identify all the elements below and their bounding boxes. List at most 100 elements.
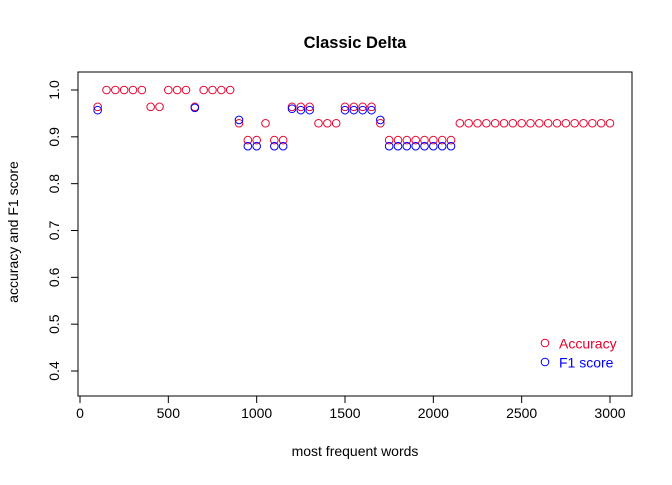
- accuracy-point: [340, 102, 350, 112]
- f1-score-point: [340, 105, 350, 115]
- f1-score-point: [243, 141, 253, 151]
- f1-score-point: [402, 141, 412, 151]
- legend: Accuracy F1 score: [540, 336, 617, 371]
- accuracy-point: [570, 118, 579, 128]
- accuracy-point: [270, 135, 279, 145]
- accuracy-point: [119, 85, 129, 95]
- accuracy-point: [499, 118, 509, 128]
- accuracy-point: [234, 118, 244, 128]
- y-tick-label: 0.7: [46, 221, 62, 241]
- x-tick-label: 2500: [506, 405, 537, 421]
- f1-score-point: [376, 115, 385, 125]
- x-axis: 0 500 1000 1500 2000 2500 3000: [76, 395, 626, 421]
- legend-marker-f1-score: [540, 357, 550, 367]
- plot-frame: [77, 71, 633, 397]
- f1-score-point: [234, 115, 244, 125]
- f1-score-point: [437, 141, 447, 151]
- f1-score-point: [296, 105, 306, 115]
- accuracy-point: [420, 135, 429, 145]
- f1-score-point: [446, 141, 456, 151]
- f1-score-point: [93, 105, 102, 115]
- accuracy-point: [482, 118, 491, 128]
- f1-score-point: [305, 105, 314, 115]
- x-tick-label: 1500: [329, 405, 360, 421]
- y-tick-label: 0.9: [46, 127, 62, 147]
- accuracy-point: [535, 118, 544, 128]
- accuracy-point: [199, 85, 208, 95]
- accuracy-point: [402, 135, 412, 145]
- accuracy-point: [490, 118, 500, 128]
- accuracy-point: [128, 85, 138, 95]
- accuracy-point: [305, 102, 314, 112]
- accuracy-point: [429, 135, 438, 145]
- accuracy-point: [552, 118, 562, 128]
- accuracy-point: [446, 135, 456, 145]
- f1-score-point: [384, 141, 394, 151]
- f1-score-point: [287, 104, 297, 114]
- x-tick-label: 3000: [594, 405, 625, 421]
- accuracy-point: [252, 135, 261, 145]
- accuracy-point: [243, 135, 253, 145]
- y-axis: 0.4 0.5 0.6 0.7 0.8 0.9 1.0: [46, 80, 79, 381]
- y-axis-label: accuracy and F1 score: [5, 161, 21, 303]
- accuracy-point: [393, 135, 403, 145]
- accuracy-point: [225, 85, 235, 95]
- f1-score-point: [270, 141, 279, 151]
- accuracy-point: [543, 118, 553, 128]
- accuracy-point: [349, 102, 359, 112]
- accuracy-point: [278, 135, 288, 145]
- x-axis-label: most frequent words: [292, 443, 419, 459]
- f1-score-point: [349, 105, 359, 115]
- accuracy-point: [331, 118, 341, 128]
- accuracy-point: [102, 85, 111, 95]
- accuracy-point: [164, 85, 173, 95]
- f1-score-point: [252, 141, 261, 151]
- accuracy-point: [155, 102, 164, 112]
- accuracy-point: [217, 85, 226, 95]
- y-tick-label: 0.6: [46, 267, 62, 287]
- accuracy-point: [376, 118, 385, 128]
- f1-score-point: [429, 141, 438, 151]
- accuracy-point: [261, 118, 270, 128]
- accuracy-point: [437, 135, 447, 145]
- data-points: [93, 85, 615, 151]
- accuracy-point: [172, 85, 182, 95]
- legend-label-f1-score: F1 score: [559, 355, 614, 371]
- accuracy-point: [287, 102, 297, 112]
- chart-title: Classic Delta: [304, 34, 408, 52]
- f1-score-point: [358, 105, 367, 115]
- accuracy-point: [588, 118, 597, 128]
- accuracy-point: [296, 102, 306, 112]
- legend-marker-accuracy: [540, 338, 550, 348]
- accuracy-point: [605, 118, 615, 128]
- accuracy-point: [596, 118, 606, 128]
- y-tick-label: 0.4: [46, 361, 62, 381]
- accuracy-point: [517, 118, 526, 128]
- accuracy-point: [181, 85, 191, 95]
- y-tick-label: 0.8: [46, 174, 62, 194]
- accuracy-point: [579, 118, 588, 128]
- accuracy-point: [93, 102, 102, 112]
- accuracy-point: [358, 102, 367, 112]
- x-tick-label: 500: [157, 405, 181, 421]
- accuracy-point: [323, 118, 332, 128]
- f1-score-point: [278, 141, 288, 151]
- accuracy-point: [314, 118, 323, 128]
- accuracy-point: [526, 118, 535, 128]
- y-tick-label: 0.5: [46, 314, 62, 334]
- accuracy-point: [137, 85, 147, 95]
- x-tick-label: 0: [76, 405, 84, 421]
- x-tick-label: 1000: [241, 405, 272, 421]
- accuracy-point: [508, 118, 518, 128]
- accuracy-point: [384, 135, 394, 145]
- f1-score-point: [190, 103, 200, 113]
- accuracy-point: [473, 118, 482, 128]
- f1-score-point: [393, 141, 403, 151]
- f1-score-point: [367, 105, 376, 115]
- x-tick-label: 2000: [418, 405, 449, 421]
- accuracy-point: [367, 102, 376, 112]
- accuracy-point: [111, 85, 120, 95]
- legend-label-accuracy: Accuracy: [559, 336, 617, 352]
